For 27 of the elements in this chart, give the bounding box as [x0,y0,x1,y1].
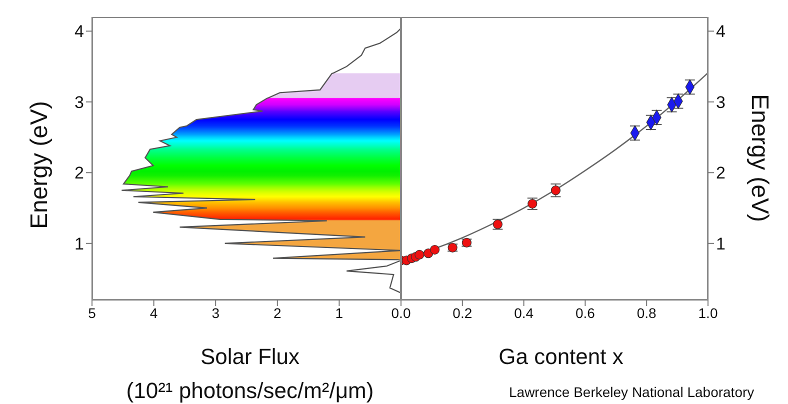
y2-tick-label: 2 [716,164,726,183]
y2-axis-title: Energy (eV) [745,94,773,222]
point [430,244,440,255]
x-tick-label: 2 [274,304,282,321]
y2-tick-label: 3 [716,92,726,112]
y-tick-label: 4 [74,22,84,42]
x-tick-label: 4 [150,304,158,321]
y2-tick-label: 4 [716,22,726,42]
x-tick-label: 3 [212,304,220,321]
x-axis-title: Ga content x [498,343,624,371]
point [550,186,561,196]
x-tick-label: 0.4 [514,304,534,321]
x-tick-label: 5 [88,304,96,321]
y-tick-label: 2 [74,164,84,183]
x-tick-label: 0.0 [391,304,411,321]
y-tick-label: 1 [74,234,84,254]
y2-tick-label: 1 [716,234,726,254]
x-tick-label: 0.8 [636,304,657,321]
x-axis-title: Solar Flux (10²¹ photons/sec/m²/μm) [126,343,374,404]
x-tick-label: 0.2 [452,304,472,321]
x-tick-label: 0.6 [575,304,596,321]
x-tick-label: 1.0 [698,304,718,321]
y-axis-title: Energy (eV) [26,100,54,230]
y-tick-label: 3 [74,92,84,112]
text: Lawrence Berkeley National Laboratory [509,384,754,400]
point [414,250,424,260]
x-tick-label: 1 [335,304,344,321]
